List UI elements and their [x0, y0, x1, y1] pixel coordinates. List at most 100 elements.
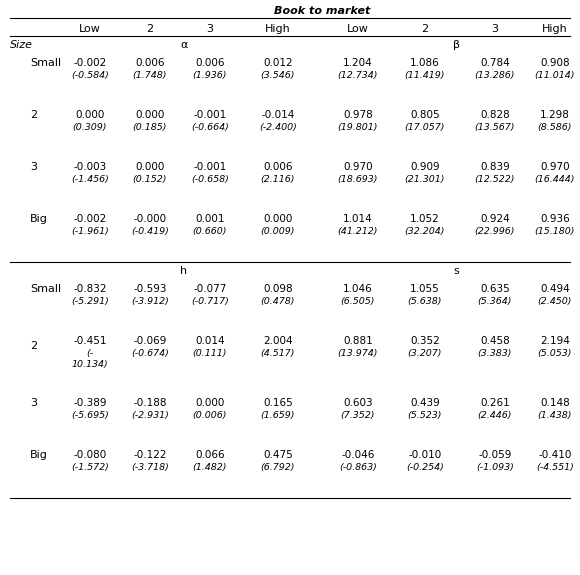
Text: 0.000: 0.000 — [195, 398, 224, 408]
Text: (15.180): (15.180) — [535, 227, 575, 236]
Text: -0.046: -0.046 — [341, 450, 375, 460]
Text: 0.006: 0.006 — [195, 58, 225, 68]
Text: (-0.674): (-0.674) — [131, 349, 169, 358]
Text: (12.734): (12.734) — [338, 71, 378, 80]
Text: 2: 2 — [146, 24, 154, 34]
Text: -0.188: -0.188 — [133, 398, 167, 408]
Text: (0.152): (0.152) — [133, 175, 167, 184]
Text: 0.000: 0.000 — [135, 162, 165, 172]
Text: Book to market: Book to market — [274, 6, 371, 16]
Text: 0.908: 0.908 — [540, 58, 570, 68]
Text: -0.593: -0.593 — [133, 284, 167, 294]
Text: -0.077: -0.077 — [193, 284, 227, 294]
Text: 3: 3 — [206, 24, 213, 34]
Text: -0.001: -0.001 — [193, 110, 227, 120]
Text: 0.603: 0.603 — [343, 398, 373, 408]
Text: 2.194: 2.194 — [540, 336, 570, 346]
Text: 0.970: 0.970 — [343, 162, 373, 172]
Text: 0.001: 0.001 — [195, 214, 225, 224]
Text: -0.122: -0.122 — [133, 450, 167, 460]
Text: (-0.584): (-0.584) — [71, 71, 109, 80]
Text: (-0.717): (-0.717) — [191, 297, 229, 306]
Text: 1.086: 1.086 — [410, 58, 440, 68]
Text: 3: 3 — [30, 162, 37, 172]
Text: (0.006): (0.006) — [193, 411, 227, 420]
Text: (5.364): (5.364) — [478, 297, 512, 306]
Text: 0.909: 0.909 — [410, 162, 440, 172]
Text: 0.165: 0.165 — [263, 398, 293, 408]
Text: 0.000: 0.000 — [75, 110, 104, 120]
Text: -0.059: -0.059 — [478, 450, 512, 460]
Text: (6.505): (6.505) — [341, 297, 375, 306]
Text: -0.002: -0.002 — [74, 214, 107, 224]
Text: 0.475: 0.475 — [263, 450, 293, 460]
Text: (5.638): (5.638) — [408, 297, 442, 306]
Text: (-5.695): (-5.695) — [71, 411, 109, 420]
Text: (13.974): (13.974) — [338, 349, 378, 358]
Text: (4.517): (4.517) — [261, 349, 295, 358]
Text: (-5.291): (-5.291) — [71, 297, 109, 306]
Text: (1.482): (1.482) — [193, 463, 227, 472]
Text: 0.000: 0.000 — [263, 214, 293, 224]
Text: s: s — [454, 266, 459, 276]
Text: -0.003: -0.003 — [74, 162, 107, 172]
Text: -0.000: -0.000 — [133, 214, 166, 224]
Text: (-0.863): (-0.863) — [339, 463, 377, 472]
Text: (21.301): (21.301) — [405, 175, 445, 184]
Text: (5.523): (5.523) — [408, 411, 442, 420]
Text: -0.014: -0.014 — [262, 110, 295, 120]
Text: 3: 3 — [491, 24, 498, 34]
Text: (7.352): (7.352) — [341, 411, 375, 420]
Text: Small: Small — [30, 58, 61, 68]
Text: 1.052: 1.052 — [410, 214, 440, 224]
Text: -0.010: -0.010 — [408, 450, 441, 460]
Text: β: β — [453, 40, 460, 50]
Text: 1.298: 1.298 — [540, 110, 570, 120]
Text: (3.383): (3.383) — [478, 349, 512, 358]
Text: (6.792): (6.792) — [261, 463, 295, 472]
Text: (11.419): (11.419) — [405, 71, 445, 80]
Text: (0.009): (0.009) — [261, 227, 295, 236]
Text: (-0.419): (-0.419) — [131, 227, 169, 236]
Text: (32.204): (32.204) — [405, 227, 445, 236]
Text: 0.000: 0.000 — [135, 110, 165, 120]
Text: (-1.961): (-1.961) — [71, 227, 109, 236]
Text: 0.494: 0.494 — [540, 284, 570, 294]
Text: 0.635: 0.635 — [480, 284, 510, 294]
Text: (13.567): (13.567) — [475, 123, 515, 132]
Text: -0.001: -0.001 — [193, 162, 227, 172]
Text: 0.839: 0.839 — [480, 162, 510, 172]
Text: (17.057): (17.057) — [405, 123, 445, 132]
Text: 0.970: 0.970 — [540, 162, 570, 172]
Text: 0.261: 0.261 — [480, 398, 510, 408]
Text: 2: 2 — [30, 341, 37, 351]
Text: (0.660): (0.660) — [193, 227, 227, 236]
Text: 1.055: 1.055 — [410, 284, 440, 294]
Text: (0.111): (0.111) — [193, 349, 227, 358]
Text: Small: Small — [30, 284, 61, 294]
Text: 0.012: 0.012 — [263, 58, 293, 68]
Text: (22.996): (22.996) — [475, 227, 515, 236]
Text: (-1.572): (-1.572) — [71, 463, 109, 472]
Text: (-: (- — [86, 349, 93, 358]
Text: 0.148: 0.148 — [540, 398, 570, 408]
Text: (-4.551): (-4.551) — [536, 463, 574, 472]
Text: (16.444): (16.444) — [535, 175, 575, 184]
Text: (0.309): (0.309) — [72, 123, 107, 132]
Text: 0.014: 0.014 — [195, 336, 225, 346]
Text: 1.014: 1.014 — [343, 214, 373, 224]
Text: 0.784: 0.784 — [480, 58, 510, 68]
Text: -0.832: -0.832 — [73, 284, 107, 294]
Text: (8.586): (8.586) — [538, 123, 572, 132]
Text: 1.204: 1.204 — [343, 58, 373, 68]
Text: 0.006: 0.006 — [135, 58, 165, 68]
Text: Big: Big — [30, 214, 48, 224]
Text: (2.116): (2.116) — [261, 175, 295, 184]
Text: Size: Size — [10, 40, 33, 50]
Text: α: α — [180, 40, 188, 50]
Text: h: h — [180, 266, 187, 276]
Text: (-2.931): (-2.931) — [131, 411, 169, 420]
Text: (0.185): (0.185) — [133, 123, 167, 132]
Text: High: High — [542, 24, 568, 34]
Text: -0.451: -0.451 — [73, 336, 107, 346]
